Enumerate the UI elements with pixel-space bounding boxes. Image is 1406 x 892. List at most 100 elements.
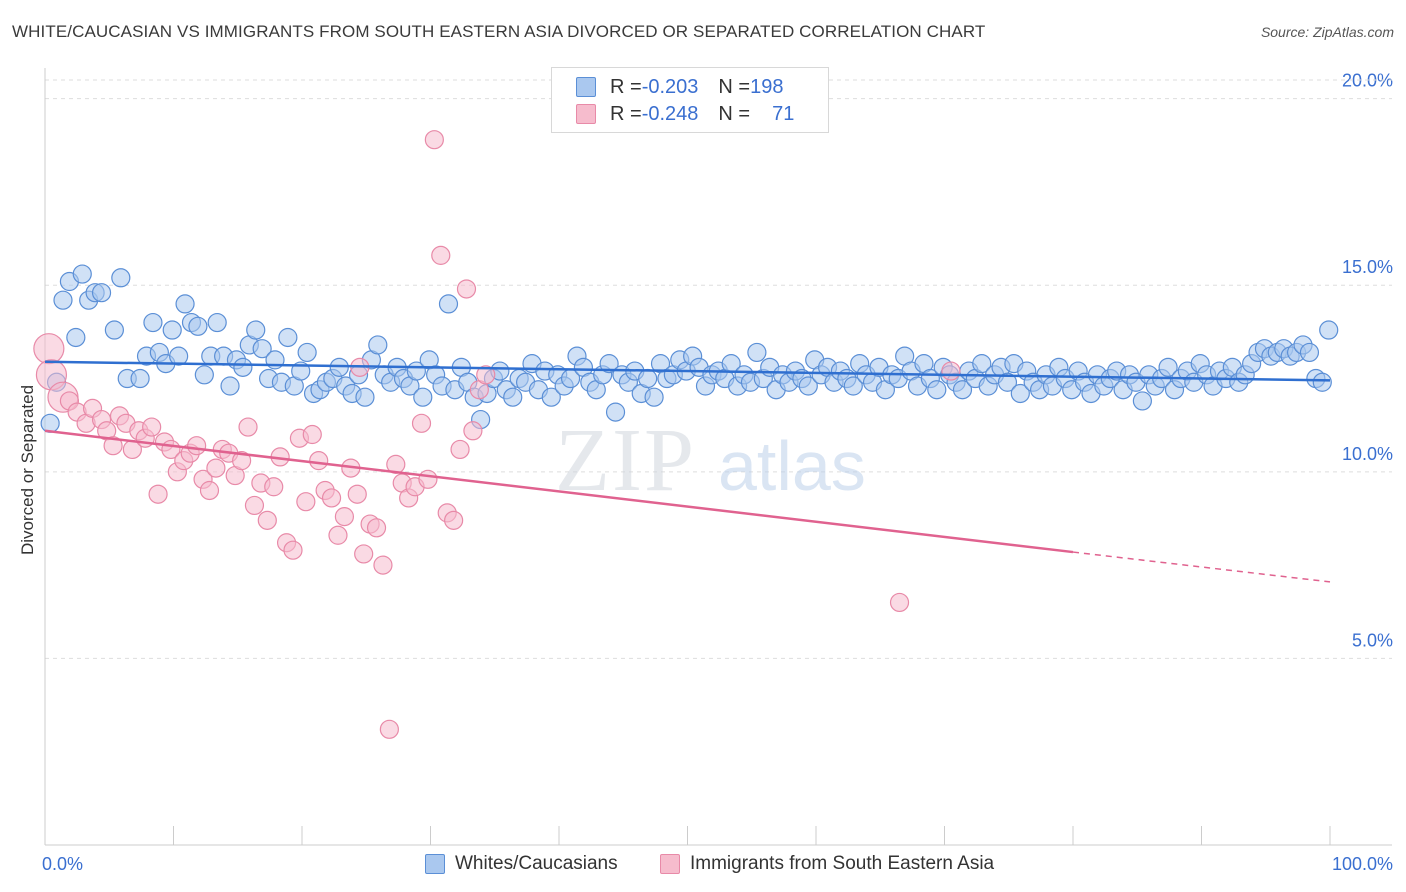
- point-immigrants: [373, 555, 393, 575]
- point-whites: [72, 264, 92, 284]
- point-whites: [1158, 357, 1178, 377]
- point-whites: [252, 339, 272, 359]
- point-immigrants: [463, 421, 483, 441]
- legend-r-value: -0.203: [641, 75, 699, 98]
- point-immigrants: [257, 510, 277, 530]
- point-whites: [297, 342, 317, 363]
- point-whites: [1010, 383, 1030, 404]
- point-immigrants: [379, 719, 399, 739]
- point-whites: [143, 312, 163, 333]
- point-immigrants: [347, 484, 367, 504]
- point-whites: [541, 387, 561, 407]
- series-whites: [40, 264, 1339, 433]
- point-whites: [194, 365, 214, 385]
- point-immigrants: [411, 413, 432, 433]
- bottom-legend-whites: Whites/Caucasians: [425, 851, 618, 877]
- point-whites: [104, 320, 124, 340]
- watermark-atlas: atlas: [718, 427, 866, 505]
- legend-row-immigrants: R = -0.248 N = 71: [576, 101, 794, 127]
- trendline-immigrants: [44, 429, 1074, 554]
- point-whites: [644, 387, 664, 407]
- point-whites: [1312, 372, 1332, 392]
- bottom-legend-label: Whites/Caucasians: [455, 853, 618, 874]
- point-immigrants: [328, 525, 348, 545]
- point-immigrants: [334, 507, 355, 527]
- point-whites: [207, 312, 227, 333]
- point-immigrants: [321, 488, 342, 508]
- trendline-whites: [44, 360, 1331, 382]
- point-whites: [169, 346, 189, 366]
- legend-r-label: R =: [610, 102, 642, 125]
- legend-n-label: N =: [718, 102, 751, 125]
- point-immigrants: [889, 592, 910, 613]
- legend-n-value: 71: [772, 102, 795, 125]
- point-immigrants: [450, 439, 470, 460]
- point-whites: [599, 354, 619, 374]
- legend-r-value: -0.248: [641, 102, 699, 125]
- point-whites: [972, 354, 992, 374]
- y-tick-label: 20.0%: [1342, 71, 1393, 91]
- point-immigrants: [232, 451, 252, 471]
- point-immigrants: [476, 365, 496, 385]
- bottom-legend-immigrants: Immigrants from South Eastern Asia: [660, 851, 994, 877]
- point-whites: [355, 387, 375, 407]
- point-whites: [66, 327, 86, 348]
- point-whites: [162, 320, 182, 340]
- point-whites: [952, 380, 973, 400]
- point-whites: [130, 368, 150, 389]
- point-whites: [278, 327, 298, 348]
- watermark-zip: ZIP: [555, 411, 696, 510]
- point-immigrants: [424, 130, 444, 150]
- source-credit: Source: ZipAtlas.com: [1260, 24, 1394, 40]
- legend-r-label: R =: [610, 75, 642, 98]
- point-immigrants: [148, 484, 168, 504]
- point-whites: [1299, 342, 1320, 363]
- point-whites: [220, 376, 240, 396]
- correlation-legend: R = -0.203 N = 198 R = -0.248 N = 71: [551, 67, 829, 133]
- point-whites: [843, 376, 863, 396]
- point-whites: [413, 387, 433, 407]
- point-immigrants: [33, 333, 65, 365]
- point-whites: [605, 402, 626, 422]
- legend-n-value: 198: [750, 75, 784, 98]
- point-immigrants: [264, 477, 284, 497]
- x-tick-label: 100.0%: [1332, 854, 1393, 874]
- point-immigrants: [309, 451, 329, 471]
- point-whites: [997, 372, 1018, 392]
- legend-row-whites: R = -0.203 N = 198: [576, 74, 783, 100]
- point-immigrants: [366, 518, 387, 538]
- point-immigrants: [354, 544, 374, 564]
- point-whites: [368, 335, 388, 355]
- watermark: ZIP atlas: [555, 411, 866, 510]
- legend-swatch-pink: [576, 104, 596, 124]
- point-whites: [233, 357, 253, 377]
- point-whites: [1132, 391, 1152, 411]
- legend-n-label: N =: [718, 75, 751, 98]
- x-tick-label: 0.0%: [42, 854, 83, 874]
- point-whites: [503, 387, 523, 407]
- point-whites: [40, 413, 60, 433]
- point-immigrants: [142, 417, 162, 437]
- point-whites: [188, 316, 208, 336]
- point-immigrants: [283, 540, 303, 560]
- point-immigrants: [187, 436, 207, 456]
- y-tick-label: 5.0%: [1352, 630, 1393, 650]
- y-axis-label: Divorced or Separated: [18, 384, 37, 556]
- point-whites: [91, 283, 112, 303]
- point-immigrants: [206, 458, 226, 478]
- point-whites: [246, 320, 266, 340]
- bottom-legend-label: Immigrants from South Eastern Asia: [690, 853, 995, 874]
- point-whites: [798, 376, 818, 396]
- point-whites: [927, 380, 947, 400]
- point-immigrants: [199, 480, 220, 501]
- point-immigrants: [244, 495, 265, 516]
- trendline-immigrants-extension: [1072, 551, 1331, 583]
- chart-title: WHITE/CAUCASIAN VS IMMIGRANTS FROM SOUTH…: [12, 22, 986, 41]
- point-whites: [638, 368, 658, 389]
- bottom-legend-swatch-pink: [660, 854, 680, 874]
- point-immigrants: [941, 361, 961, 381]
- point-immigrants: [431, 245, 451, 265]
- point-immigrants: [302, 424, 322, 445]
- point-immigrants: [238, 417, 258, 437]
